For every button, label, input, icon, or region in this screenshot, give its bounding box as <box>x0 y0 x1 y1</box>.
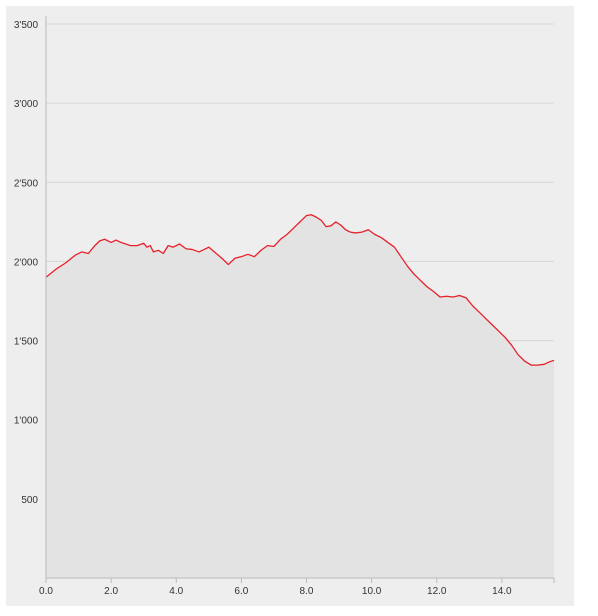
y-tick-label: 2'500 <box>14 178 39 189</box>
x-tick-label: 14.0 <box>492 586 512 597</box>
x-tick-label: 10.0 <box>362 586 382 597</box>
elevation-area <box>46 214 554 579</box>
x-tick-label: 12.0 <box>427 586 447 597</box>
x-tick-label: 0.0 <box>39 586 53 597</box>
y-tick-label: 1'500 <box>14 337 39 348</box>
tick-labels: 500 1'000 1'500 2'000 2'500 3'000 3'500 0.0 2.0 4… <box>14 20 512 597</box>
x-tick-label: 6.0 <box>234 586 248 597</box>
area-layer <box>45 214 555 579</box>
x-tick-label: 4.0 <box>169 586 183 597</box>
axes <box>45 16 555 583</box>
x-tick-label: 8.0 <box>300 586 314 597</box>
y-tick-label: 2'000 <box>14 257 39 268</box>
y-tick-label: 500 <box>21 495 38 506</box>
y-tick-label: 3'000 <box>14 99 39 110</box>
y-tick-label: 3'500 <box>14 20 39 31</box>
elevation-line <box>45 214 555 366</box>
y-tick-label: 1'000 <box>14 416 39 427</box>
x-tick-label: 2.0 <box>104 586 118 597</box>
